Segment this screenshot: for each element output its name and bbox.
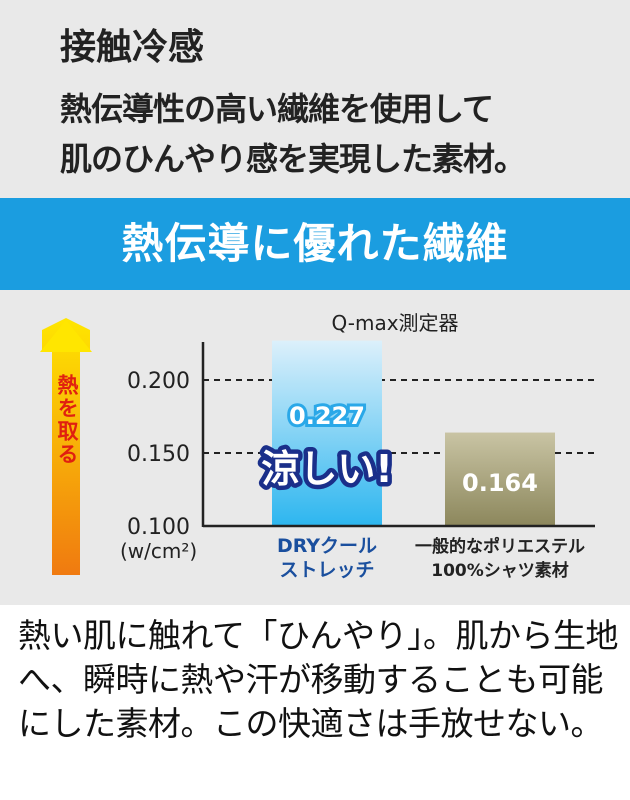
y-unit: (w/cm²) [120,539,197,563]
arrow-label: 熱を取る [55,374,79,466]
bar [272,340,382,526]
chart-title: Q-max測定器 [331,311,458,335]
category-label: 一般的なポリエステル [415,536,585,557]
category-label: ストレッチ [279,559,374,581]
bar [445,432,555,526]
subtitle-line-2: 肌のひんやり感を実現した素材。 [60,140,526,178]
heat-arrow [42,318,90,575]
heat-arrow-head [40,320,92,352]
qmax-chart: Q-max測定器 0.227 0.164 涼しい! (w/cm²) 0.100 0.1… [40,311,595,581]
page-title: 接触冷感 [60,27,205,68]
subtitle-line-1: 熱伝導性の高い繊維を使用して [60,90,494,128]
y-tick-label: 0.100 [127,515,190,540]
data-label: 0.227 [289,402,365,430]
banner: 熱伝導に優れた繊維 [0,198,630,290]
y-tick-label: 0.200 [127,369,190,394]
body-text: 熱い肌に触れて「ひんやり」。肌から生地へ、瞬時に熱や汗が移動することも可能にした… [18,616,619,743]
data-label: 0.164 [462,469,538,497]
category-label: DRYクール [277,535,377,557]
y-tick-label: 0.150 [127,442,190,467]
category-label: 100%シャツ素材 [431,560,569,581]
callout-cool: 涼しい! [261,447,392,491]
